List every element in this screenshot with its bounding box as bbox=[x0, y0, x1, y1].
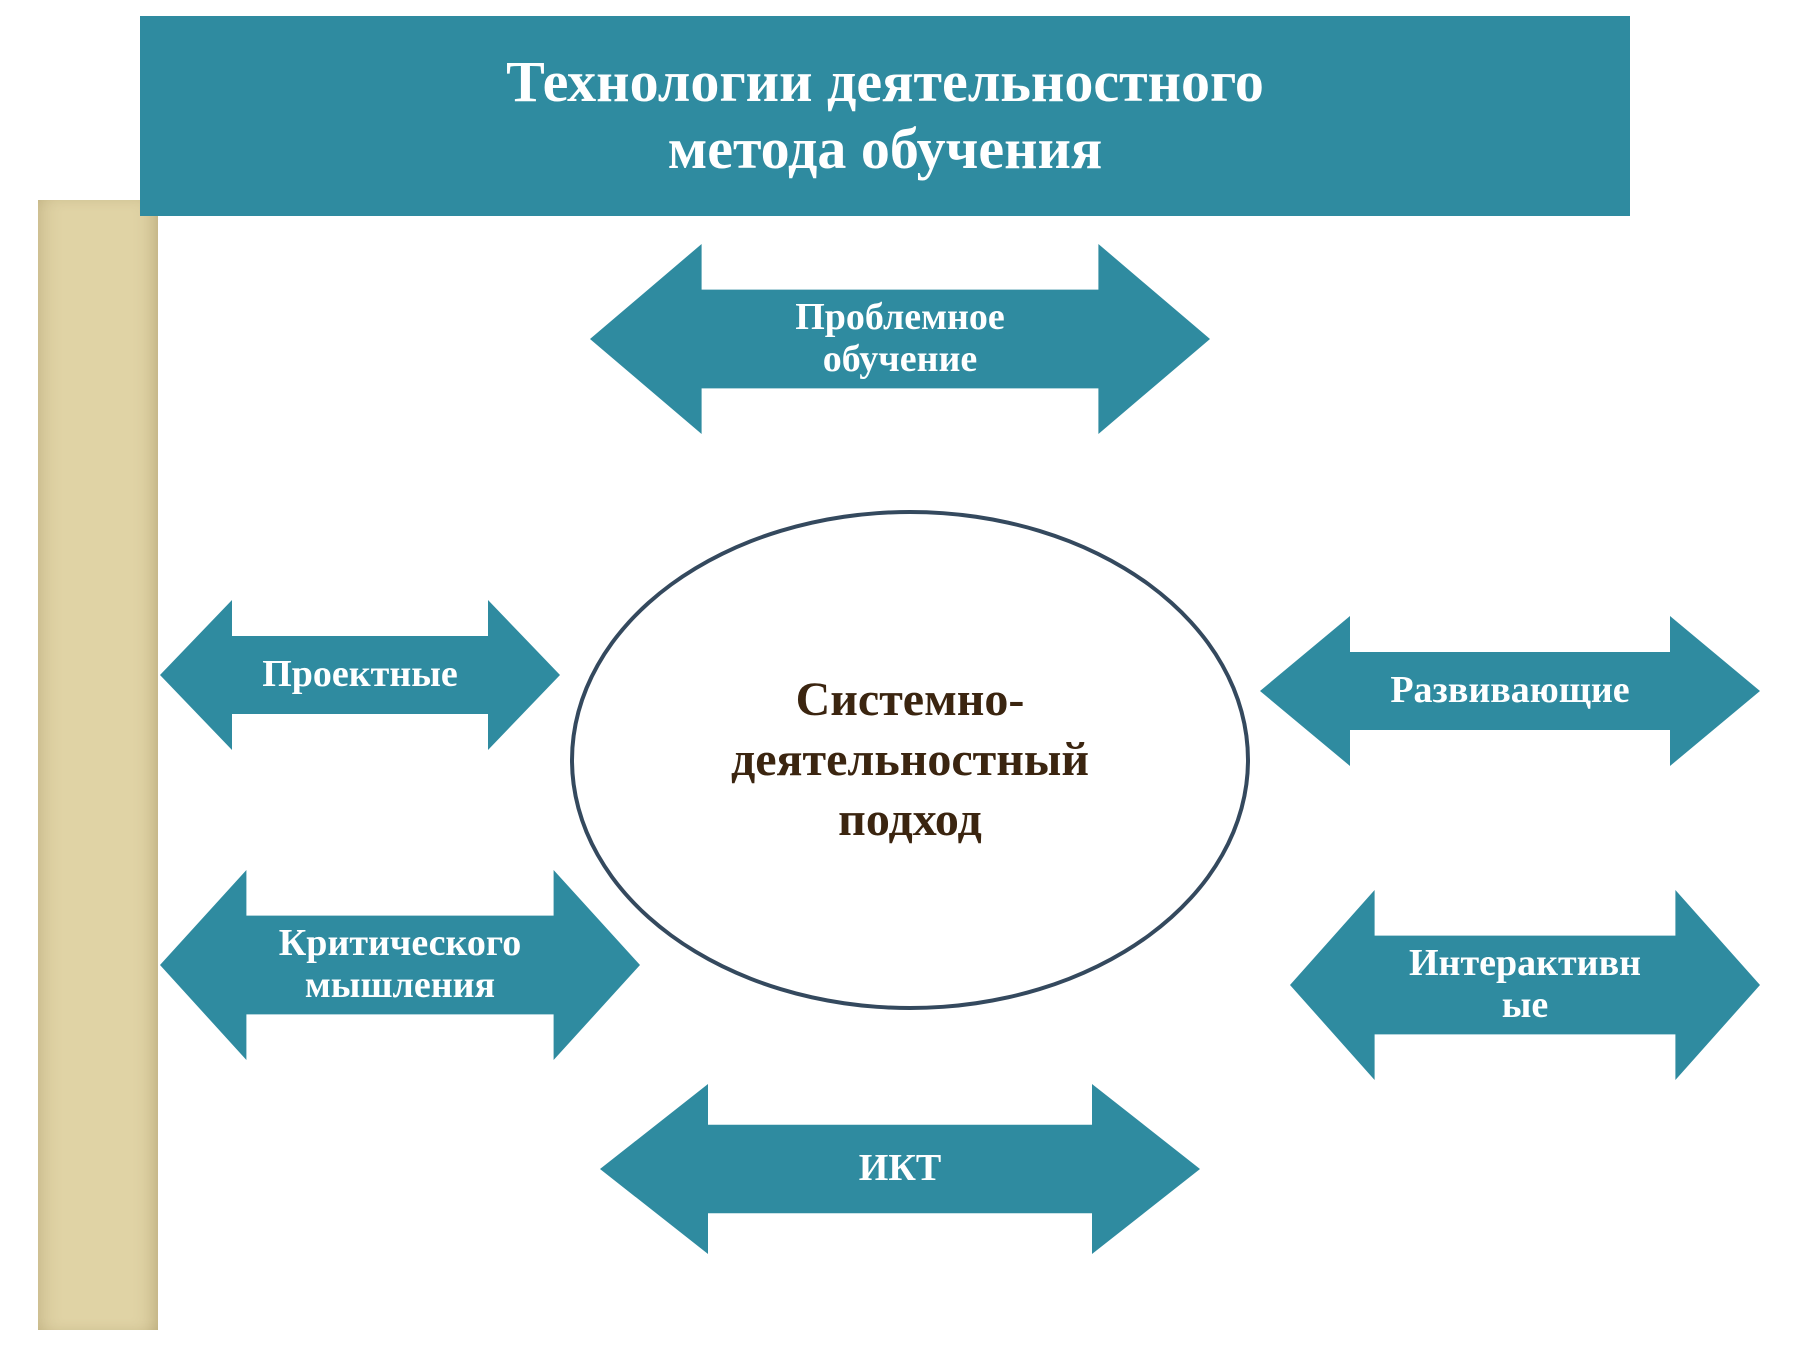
arrow-label-left: Проектные bbox=[160, 654, 560, 696]
arrow-bottom-left: Критическогомышления bbox=[160, 870, 640, 1060]
center-ellipse: Системно- деятельностный подход bbox=[570, 510, 1250, 1010]
slide-canvas: Технологии деятельностного метода обучен… bbox=[0, 0, 1800, 1350]
title-text: Технологии деятельностного метода обучен… bbox=[506, 49, 1264, 182]
center-line-2: деятельностный bbox=[731, 733, 1089, 786]
arrow-top: Проблемноеобучение bbox=[590, 244, 1210, 434]
center-line-3: подход bbox=[838, 793, 982, 846]
title-line-2: метода обучения bbox=[668, 116, 1103, 181]
title-bar: Технологии деятельностного метода обучен… bbox=[140, 16, 1630, 216]
arrow-label-bottom-right: Интерактивные bbox=[1290, 943, 1760, 1027]
arrow-label-bottom: ИКТ bbox=[600, 1148, 1200, 1190]
title-line-1: Технологии деятельностного bbox=[506, 49, 1264, 114]
arrow-left: Проектные bbox=[160, 600, 560, 750]
decorative-strip bbox=[38, 200, 158, 1330]
center-text: Системно- деятельностный подход bbox=[731, 670, 1089, 850]
arrow-bottom-right: Интерактивные bbox=[1290, 890, 1760, 1080]
arrow-label-bottom-left: Критическогомышления bbox=[160, 923, 640, 1007]
arrow-right: Развивающие bbox=[1260, 616, 1760, 766]
arrow-label-top: Проблемноеобучение bbox=[590, 297, 1210, 381]
arrow-bottom: ИКТ bbox=[600, 1084, 1200, 1254]
arrow-label-right: Развивающие bbox=[1260, 670, 1760, 712]
center-line-1: Системно- bbox=[796, 673, 1025, 726]
